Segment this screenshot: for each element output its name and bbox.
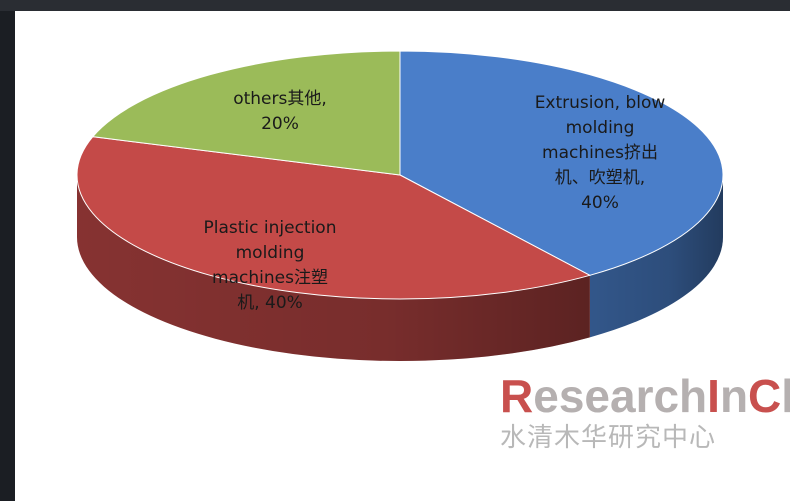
pie-side-shade-1	[76, 175, 590, 361]
pie-slice-0	[399, 50, 724, 276]
watermark-chinese: 水清木华研究中心	[500, 423, 716, 453]
pie-slice-1	[76, 136, 592, 300]
watermark-english: ResearchInChina	[500, 370, 790, 422]
slice-label-0: Extrusion, blow molding machines挤出机、吹塑机, 40…	[535, 93, 666, 213]
pie-slice-2	[91, 50, 401, 176]
top-border	[0, 0, 790, 11]
watermark: ResearchInChina 水清木华研究中心	[500, 370, 790, 453]
left-border	[0, 11, 15, 501]
pie-side-shade-0	[589, 175, 723, 338]
slice-label-2: others其他, 20%	[233, 89, 327, 134]
slice-label-1: Plastic injection molding machines注塑机, 40%	[204, 218, 337, 313]
